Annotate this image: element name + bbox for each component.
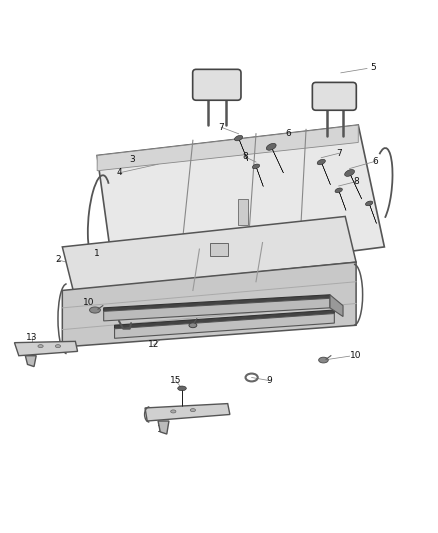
Polygon shape [271,145,283,173]
Text: 6: 6 [373,157,378,166]
Ellipse shape [252,164,260,169]
Text: 2: 2 [55,255,61,264]
Polygon shape [321,160,330,185]
Text: 8: 8 [242,152,248,161]
FancyBboxPatch shape [193,69,241,100]
Text: 13: 13 [157,425,168,434]
Ellipse shape [345,169,354,176]
Polygon shape [104,295,330,311]
Polygon shape [62,262,356,347]
Text: 9: 9 [110,309,115,318]
Text: 3: 3 [129,156,135,164]
Text: 7: 7 [218,123,224,132]
Polygon shape [62,216,356,290]
Text: 15: 15 [170,376,181,385]
Text: 8: 8 [353,177,359,186]
Ellipse shape [189,323,197,328]
Ellipse shape [171,410,176,413]
Ellipse shape [55,345,60,348]
Text: 1: 1 [94,249,100,258]
Ellipse shape [234,135,243,141]
Ellipse shape [190,409,195,411]
Text: 10: 10 [83,298,94,306]
Polygon shape [368,202,377,223]
Polygon shape [14,341,78,356]
Polygon shape [145,403,230,421]
Polygon shape [158,421,169,434]
Ellipse shape [317,159,325,165]
Text: 12: 12 [148,341,159,349]
Ellipse shape [335,188,343,193]
Polygon shape [97,125,385,282]
Ellipse shape [266,143,276,150]
Text: 13: 13 [26,333,38,342]
Text: 4: 4 [116,168,122,177]
Ellipse shape [38,345,43,348]
Bar [210,243,228,256]
Ellipse shape [365,201,373,206]
Text: 11: 11 [231,322,242,331]
Text: 5: 5 [371,63,376,72]
Polygon shape [238,136,248,161]
Polygon shape [25,356,36,367]
Polygon shape [349,171,362,199]
Text: 9: 9 [266,376,272,385]
Polygon shape [115,313,334,338]
Polygon shape [115,310,334,329]
FancyBboxPatch shape [312,83,356,110]
Text: 10: 10 [350,351,362,360]
Text: 7: 7 [336,149,342,158]
Ellipse shape [89,307,100,313]
Ellipse shape [178,386,186,391]
Polygon shape [255,165,263,187]
Polygon shape [238,199,248,225]
Polygon shape [338,189,346,211]
Polygon shape [330,295,343,317]
Polygon shape [97,125,358,171]
Ellipse shape [319,357,328,363]
Polygon shape [104,298,330,321]
Text: 6: 6 [286,130,292,138]
